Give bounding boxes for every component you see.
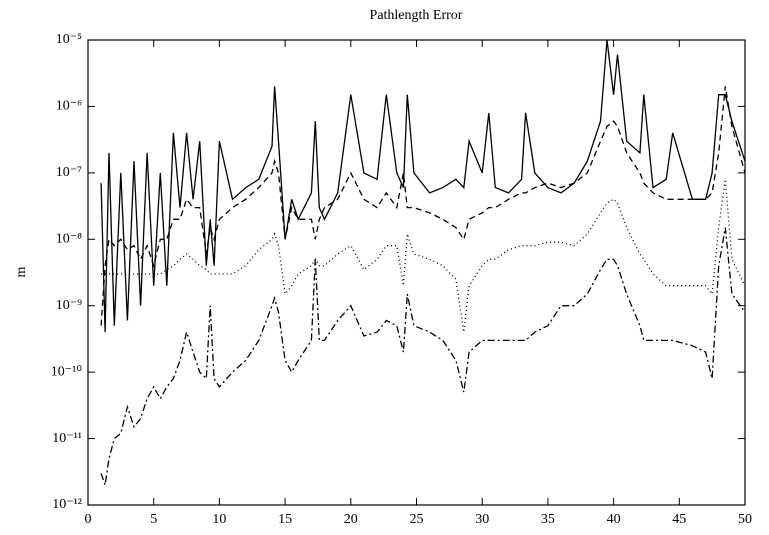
x-tick-label: 25	[410, 512, 424, 527]
y-axis-label: m	[14, 266, 29, 277]
x-tick-label: 45	[672, 512, 686, 527]
y-tick-label: 10⁻⁹	[56, 298, 82, 313]
y-tick-label: 10⁻¹²	[52, 497, 82, 512]
data-line	[101, 179, 746, 333]
data-line	[100, 86, 746, 326]
x-tick-label: 20	[344, 512, 358, 527]
x-tick-label: 50	[738, 512, 752, 527]
x-tick-label: 30	[475, 512, 489, 527]
y-tick-label: 10⁻⁸	[56, 232, 82, 247]
x-tick-label: 10	[212, 512, 226, 527]
data-line	[100, 39, 746, 333]
y-tick-label: 10⁻¹¹	[52, 431, 82, 446]
chart-title: Pathlength Error	[370, 8, 463, 23]
y-tick-label: 10⁻⁵	[56, 32, 82, 47]
x-tick-label: 15	[278, 512, 292, 527]
y-tick-label: 10⁻¹⁰	[51, 364, 83, 379]
y-tick-label: 10⁻⁶	[56, 99, 82, 114]
x-tick-label: 5	[150, 512, 157, 527]
data-line	[100, 227, 746, 486]
x-tick-label: 0	[85, 512, 92, 527]
y-tick-label: 10⁻⁷	[56, 165, 82, 180]
x-tick-label: 40	[607, 512, 621, 527]
x-tick-label: 35	[541, 512, 555, 527]
plot-frame	[87, 39, 746, 506]
